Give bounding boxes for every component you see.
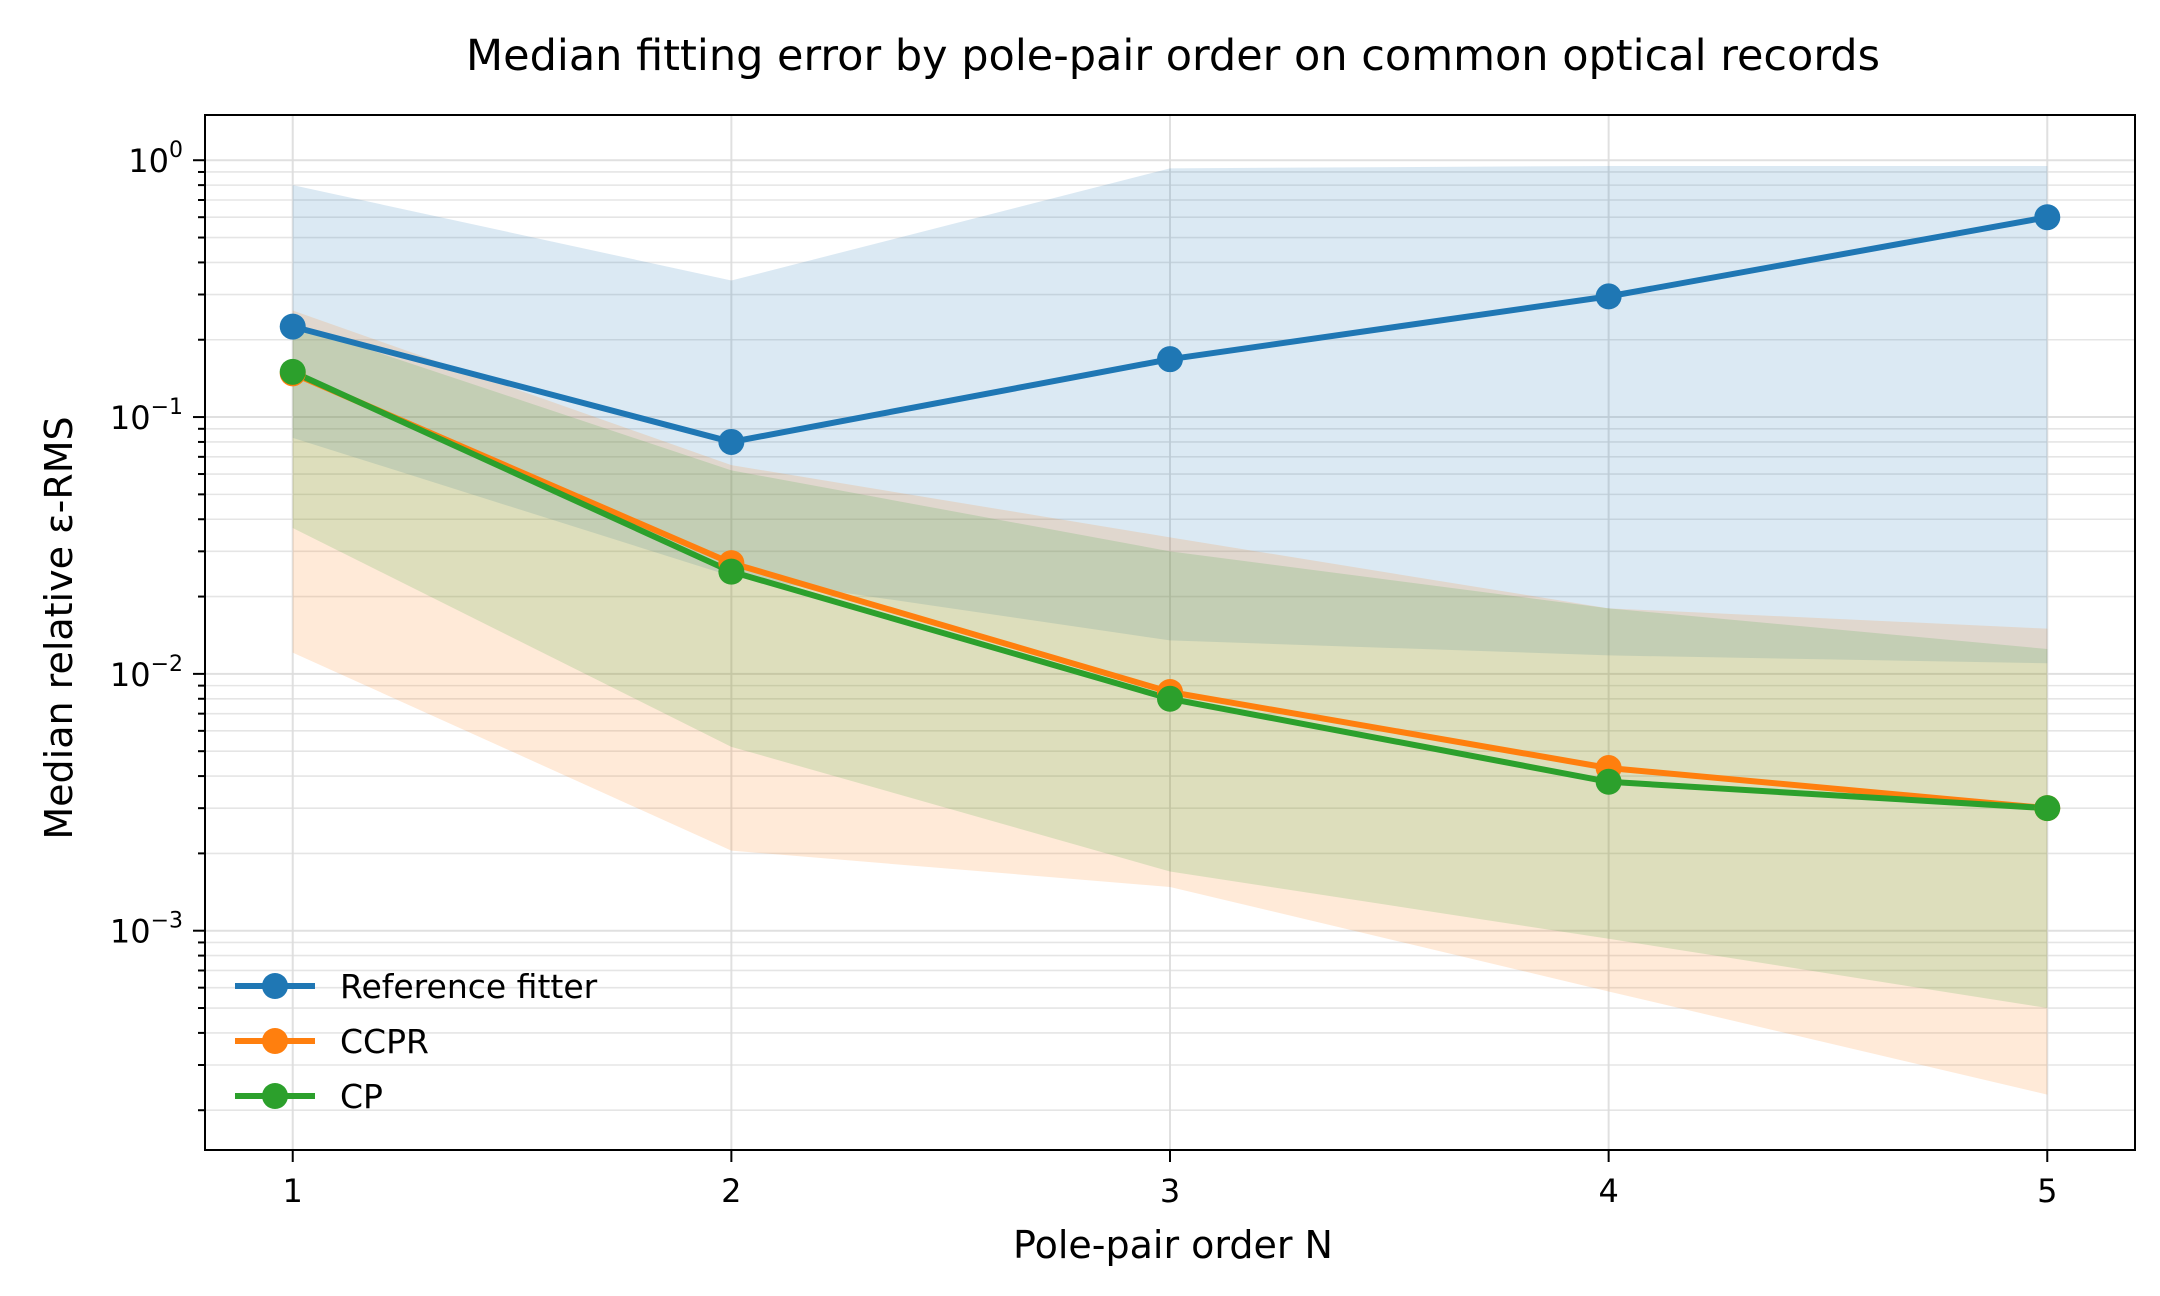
legend-marker-ccpr <box>262 1028 288 1054</box>
x-tick-label: 2 <box>721 1172 741 1210</box>
legend-marker-cp <box>262 1083 288 1109</box>
point-reference-fitter <box>718 428 745 455</box>
x-tick-label: 5 <box>2037 1172 2057 1210</box>
point-cp <box>718 558 745 585</box>
x-axis-label: Pole-pair order N <box>1013 1223 1333 1267</box>
series-points <box>279 204 2061 822</box>
point-reference-fitter <box>279 313 306 340</box>
x-tick-label: 1 <box>283 1172 303 1210</box>
x-tick-label: 4 <box>1598 1172 1618 1210</box>
point-cp <box>1157 685 1183 712</box>
point-reference-fitter <box>2034 204 2061 231</box>
y-axis-label: Median relative ε-RMS <box>37 416 81 839</box>
y-tick-label: 100 <box>128 138 183 180</box>
y-tick-label: 10−1 <box>110 395 183 437</box>
legend-marker-reference-fitter <box>262 973 288 999</box>
point-cp <box>1595 768 1622 795</box>
point-cp <box>2034 795 2061 822</box>
point-reference-fitter <box>1595 283 1622 310</box>
chart-title: Median fitting error by pole-pair order … <box>466 31 1880 81</box>
y-tick-label: 10−3 <box>110 909 183 951</box>
legend-label-reference-fitter: Reference fitter <box>340 967 598 1006</box>
band-cp <box>292 324 2048 1009</box>
legend-label-cp: CP <box>340 1077 383 1116</box>
x-tick-label: 3 <box>1160 1172 1180 1210</box>
grid <box>205 115 2135 1150</box>
legend-label-ccpr: CCPR <box>340 1022 429 1061</box>
y-tick-label: 10−2 <box>110 652 183 694</box>
point-cp <box>279 358 306 385</box>
axis-ticks: 1 2 3 4 5 10−3 10−2 10−1 100 <box>110 138 2058 1210</box>
point-reference-fitter <box>1157 346 1183 373</box>
legend: Reference fitter CCPR CP <box>235 967 598 1116</box>
